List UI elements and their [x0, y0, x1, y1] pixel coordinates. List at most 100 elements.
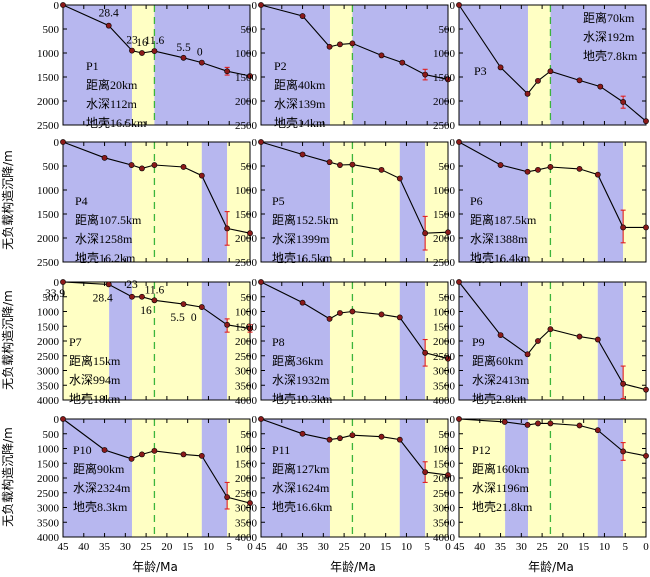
data-point — [378, 311, 385, 318]
data-point — [326, 315, 333, 322]
data-point — [497, 162, 504, 168]
data-point — [620, 380, 627, 387]
panel-name: P6 — [470, 194, 483, 208]
data-point — [620, 224, 627, 231]
band-blue — [459, 282, 528, 400]
y-tick-label: 1000 — [235, 185, 258, 197]
panel-info: 水深139m — [274, 97, 326, 111]
y-tick-label: 2000 — [433, 336, 456, 348]
age-annotation: 5.5 — [176, 42, 191, 54]
panel-info: 距离107.5km — [75, 212, 142, 227]
y-tick-label: 1500 — [235, 321, 258, 333]
x-tick-label: 30 — [120, 541, 132, 553]
panel-info: 地壳21.8km — [472, 500, 533, 514]
data-point — [337, 310, 343, 316]
data-point — [151, 48, 158, 54]
y-tick-label: 1000 — [235, 48, 258, 60]
y-tick-label: 0 — [54, 277, 60, 289]
panel-info: 地壳8.3km — [73, 500, 128, 514]
data-point — [337, 435, 343, 442]
band-blue — [63, 5, 132, 125]
panel-p3: 0 500 1000 1500 2000 2500 P3 距离70km 水深192m 地壳7.8k… — [433, 0, 649, 132]
panel-name: P4 — [75, 194, 88, 208]
plot-frame — [62, 4, 251, 126]
panel-info: 地壳16.5km — [86, 116, 147, 130]
y-tick-label: 2500 — [37, 257, 60, 269]
band-yellow — [131, 419, 202, 537]
plot-frame — [62, 141, 251, 263]
y-tick-label: 500 — [439, 161, 456, 173]
panel-info: 水深2413m — [472, 373, 530, 387]
y-tick-label: 2000 — [433, 233, 456, 245]
y-tick-label: 500 — [439, 24, 456, 36]
data-point — [547, 420, 554, 427]
data-point — [60, 279, 66, 285]
data-point — [456, 2, 462, 8]
panel-p8: 0 500 1000 1500 2000 2500 3000 3500 4000 P8 距离36km… — [235, 277, 451, 407]
data-point — [180, 451, 187, 458]
band-blue — [261, 282, 330, 400]
x-tick-label: 15 — [578, 541, 590, 553]
plot-frame — [260, 141, 449, 263]
data-point — [258, 279, 264, 285]
y-tick-label: 1500 — [37, 458, 60, 470]
band-yellow — [425, 419, 448, 537]
data-point — [524, 351, 531, 358]
y-tick-label: 2500 — [235, 257, 258, 269]
y-tick-label: 3000 — [433, 366, 456, 378]
panel-info: 地壳18km — [69, 392, 121, 406]
data-point — [597, 83, 604, 90]
panel-name: P11 — [272, 443, 290, 457]
panel-name: P8 — [272, 335, 285, 349]
data-point — [524, 168, 531, 175]
y-tick-label: 1000 — [37, 444, 60, 456]
band-blue — [201, 282, 228, 400]
y-tick-label: 2000 — [235, 336, 258, 348]
data-point — [643, 224, 649, 231]
data-point — [139, 293, 145, 300]
data-point — [524, 421, 531, 428]
data-point — [247, 73, 253, 79]
panel-info: 水深1196m — [472, 481, 530, 495]
y-tick-label: 1000 — [235, 307, 258, 319]
data-point — [101, 154, 108, 161]
age-annotation: 23 — [126, 279, 138, 291]
data-point — [620, 99, 627, 105]
data-point — [299, 151, 306, 158]
panel-info: 地壳2.8km — [472, 392, 527, 406]
data-point — [524, 90, 531, 97]
data-point — [594, 171, 601, 178]
data-point — [258, 2, 264, 8]
data-point — [378, 166, 385, 173]
panel-name: P3 — [474, 64, 487, 78]
y-tick-label: 1000 — [235, 444, 258, 456]
plot-frame — [458, 141, 647, 263]
y-tick-label: 1500 — [37, 321, 60, 333]
band-blue — [261, 5, 330, 125]
x-tick-label: 15 — [380, 541, 392, 553]
data-point — [299, 430, 306, 437]
data-point — [445, 472, 451, 478]
y-tick-label: 1000 — [37, 307, 60, 319]
data-point — [378, 52, 385, 59]
y-tick-label: 1000 — [433, 307, 456, 319]
panel-info: 距离20km — [86, 77, 138, 92]
y-tick-label: 0 — [54, 137, 60, 149]
y-tick-label: 2000 — [235, 233, 258, 245]
y-tick-label: 1000 — [433, 48, 456, 60]
panel-name: P12 — [472, 443, 491, 457]
band-blue — [597, 282, 624, 400]
data-point — [128, 162, 135, 168]
data-point — [535, 338, 541, 344]
band-yellow — [527, 5, 551, 125]
y-tick-label: 3500 — [433, 380, 456, 392]
y-tick-label: 500 — [43, 161, 60, 173]
band-yellow — [329, 142, 400, 262]
data-point — [180, 164, 187, 170]
y-tick-label: 1500 — [433, 72, 456, 84]
data-point — [299, 299, 306, 306]
x-tick-label: 10 — [599, 541, 611, 553]
panel-name: P9 — [472, 335, 485, 349]
y-tick-label: 0 — [450, 137, 456, 149]
